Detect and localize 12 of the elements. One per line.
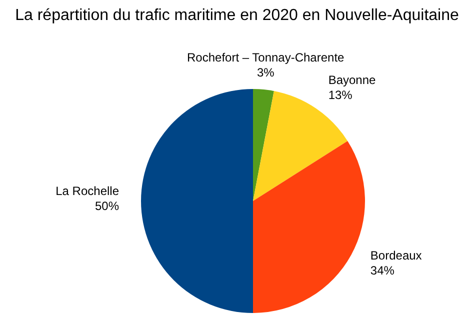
slice-label: Bayonne bbox=[328, 73, 376, 88]
slice-label: La Rochelle bbox=[56, 184, 120, 198]
data-label: 3% bbox=[256, 66, 275, 80]
slice-label: Rochefort – Tonnay-Charente bbox=[187, 50, 345, 65]
data-label: 34% bbox=[370, 264, 395, 278]
pie-slice bbox=[253, 89, 274, 201]
chart-title: La répartition du trafic maritime en 2020 en Nouvelle-Aquitaine bbox=[14, 7, 460, 25]
slice-label: Bordeaux bbox=[370, 248, 422, 263]
pie-slice bbox=[253, 140, 365, 313]
data-label: 13% bbox=[328, 88, 353, 102]
pie-slice bbox=[141, 89, 253, 313]
data-label: 50% bbox=[94, 199, 120, 213]
